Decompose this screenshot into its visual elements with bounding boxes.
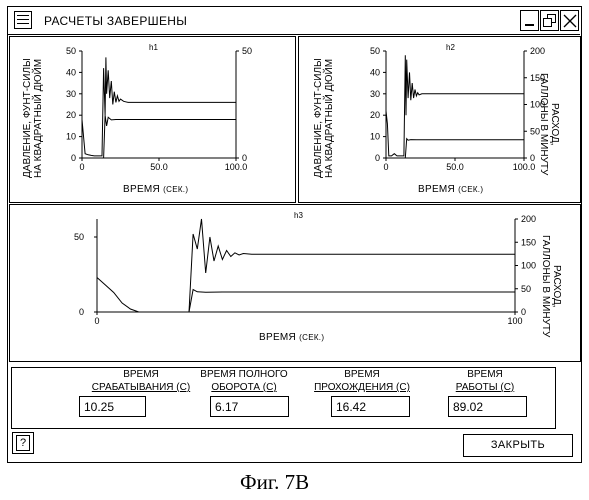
system-menu-icon[interactable] [14,11,32,29]
h2-y-tick-label-left: 10 [370,132,380,142]
h2-y-tick-label-right: 150 [530,73,545,83]
close-icon [563,14,577,28]
h1-y-tick-label-left: 50 [66,46,76,56]
minimize-button[interactable] [520,10,539,31]
h3-y-tick-label-right: 100 [521,261,536,271]
window-title: РАСЧЕТЫ ЗАВЕРШЕНЫ [44,14,187,28]
h1-y-tick-label-left: 10 [66,132,76,142]
plot-panel-h1: ДАВЛЕНИЕ, ФУНТ-СИЛЫНА КВАДРАТНЫЙ ДЮЙМ h1… [9,36,296,203]
h1-y-tick-label-left: 40 [66,67,76,77]
h2-y-tick-label-right: 50 [530,126,540,136]
h1-plot: 050.0100.050403020100500 [10,37,297,204]
results-group: ВРЕМЯСРАБАТЫВАНИЯ (С) 10.25 ВРЕМЯ ПОЛНОГ… [11,367,556,429]
close-button[interactable]: ЗАКРЫТЬ [463,434,573,457]
h3-series-1 [97,219,515,312]
h2-y-tick-label-left: 40 [370,67,380,77]
h1-series-2 [104,115,236,158]
h1-y-tick-label-right: 0 [242,153,247,163]
restore-button[interactable] [540,10,559,31]
h2-y-tick-label-right: 200 [530,46,545,56]
h2-y-tick-label-right: 100 [530,100,545,110]
h2-y-tick-label-left: 20 [370,110,380,120]
h2-x-tick-label: 50.0 [446,162,464,172]
close-window-button[interactable] [560,10,579,31]
h3-y-tick-label-right: 50 [521,284,531,294]
h1-y-tick-label-left: 0 [71,153,76,163]
work-time-field[interactable]: 89.02 [448,396,527,417]
h3-y-tick-label-right: 0 [521,307,526,317]
h3-y-tick-label-left: 50 [74,232,84,242]
h1-y-tick-label-left: 30 [66,89,76,99]
h1-series-1 [82,57,236,155]
h2-y-tick-label-left: 30 [370,89,380,99]
figure-caption: Фиг. 7В [240,470,309,495]
work-time-label: ВРЕМЯРАБОТЫ (С) [439,368,531,394]
results-window: РАСЧЕТЫ ЗАВЕРШЕНЫ ДАВЛЕНИЕ, ФУНТ-СИЛЫНА … [7,6,582,463]
h3-y-tick-label-left: 0 [79,307,84,317]
h3-x-tick-label: 0 [94,316,99,326]
h2-plot: 050.0100.050403020100200150100500 [299,37,582,204]
h3-y-tick-label-right: 200 [521,214,536,224]
plot-panel-h2: ДАВЛЕНИЕ, ФУНТ-СИЛЫНА КВАДРАТНЫЙ ДЮЙМ РА… [298,36,581,203]
plot-panel-h3: РАСХОД,ГАЛЛОНЫ В МИНУТУ h3 0100500200150… [9,204,581,362]
h1-y-tick-label-right: 50 [242,46,252,56]
title-bar: РАСЧЕТЫ ЗАВЕРШЕНЫ [8,7,580,35]
h2-y-tick-label-left: 0 [375,153,380,163]
response-time-field[interactable]: 10.25 [79,396,146,417]
question-mark-icon: ? [16,435,30,451]
pass-time-field[interactable]: 16.42 [331,396,410,417]
h2-x-tick-label: 0 [383,162,388,172]
restore-icon [543,14,557,28]
h1-x-tick-label: 50.0 [150,162,168,172]
h3-x-tick-label: 100 [507,316,522,326]
h1-x-tick-label: 100.0 [225,162,248,172]
full-turn-time-label: ВРЕМЯ ПОЛНОГООБОРОТА (С) [198,368,290,394]
minimize-icon [525,24,534,26]
full-turn-time-field[interactable]: 6.17 [210,396,289,417]
h2-x-tick-label: 100.0 [513,162,536,172]
h1-y-tick-label-left: 20 [66,110,76,120]
h3-series-2 [189,290,515,313]
h2-series-2 [405,139,524,158]
pass-time-label: ВРЕМЯПРОХОЖДЕНИЯ (С) [307,368,417,394]
h2-y-tick-label-left: 50 [370,46,380,56]
h3-y-tick-label-right: 150 [521,237,536,247]
h2-y-tick-label-right: 0 [530,153,535,163]
h1-xlabel: ВРЕМЯ (СЕК.) [123,184,188,195]
h1-x-tick-label: 0 [79,162,84,172]
help-button[interactable]: ? [12,432,34,454]
h3-xlabel: ВРЕМЯ (СЕК.) [259,332,324,343]
response-time-label: ВРЕМЯСРАБАТЫВАНИЯ (С) [86,368,196,394]
h2-xlabel: ВРЕМЯ (СЕК.) [418,184,483,195]
